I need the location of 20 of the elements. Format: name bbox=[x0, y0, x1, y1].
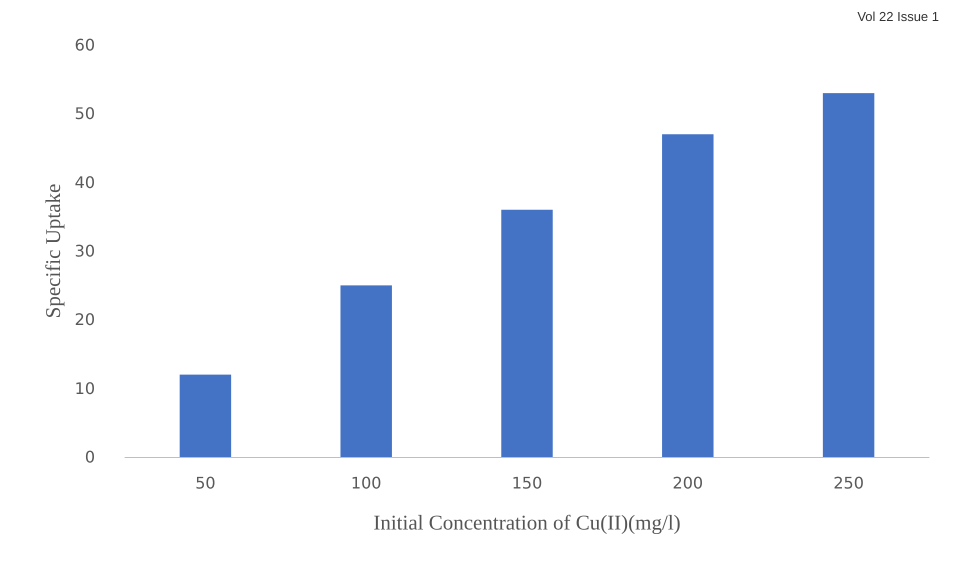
y-tick-label: 20 bbox=[74, 310, 95, 330]
x-tick-label: 50 bbox=[195, 474, 216, 492]
y-tick-label: 60 bbox=[74, 36, 95, 54]
x-tick-label: 100 bbox=[350, 474, 382, 492]
y-tick-label: 10 bbox=[74, 378, 95, 398]
bar bbox=[662, 134, 714, 457]
x-tick-label: 150 bbox=[512, 474, 542, 492]
x-tick-label: 200 bbox=[672, 474, 704, 492]
x-tick-label: 250 bbox=[833, 474, 864, 492]
y-tick-label: 30 bbox=[74, 242, 95, 260]
bar bbox=[822, 93, 874, 457]
y-tick-label: 50 bbox=[74, 104, 95, 124]
y-tick-label: 40 bbox=[74, 172, 95, 192]
bar bbox=[501, 210, 553, 457]
y-axis-title: Specific Uptake bbox=[41, 184, 66, 318]
y-tick-label: 0 bbox=[84, 448, 95, 466]
bar bbox=[340, 285, 392, 457]
text: Vol 22 Issue 1 bbox=[857, 9, 940, 24]
bar bbox=[180, 374, 232, 457]
x-axis-title: Initial Concentration of Cu(II)(mg/l) bbox=[373, 510, 681, 534]
